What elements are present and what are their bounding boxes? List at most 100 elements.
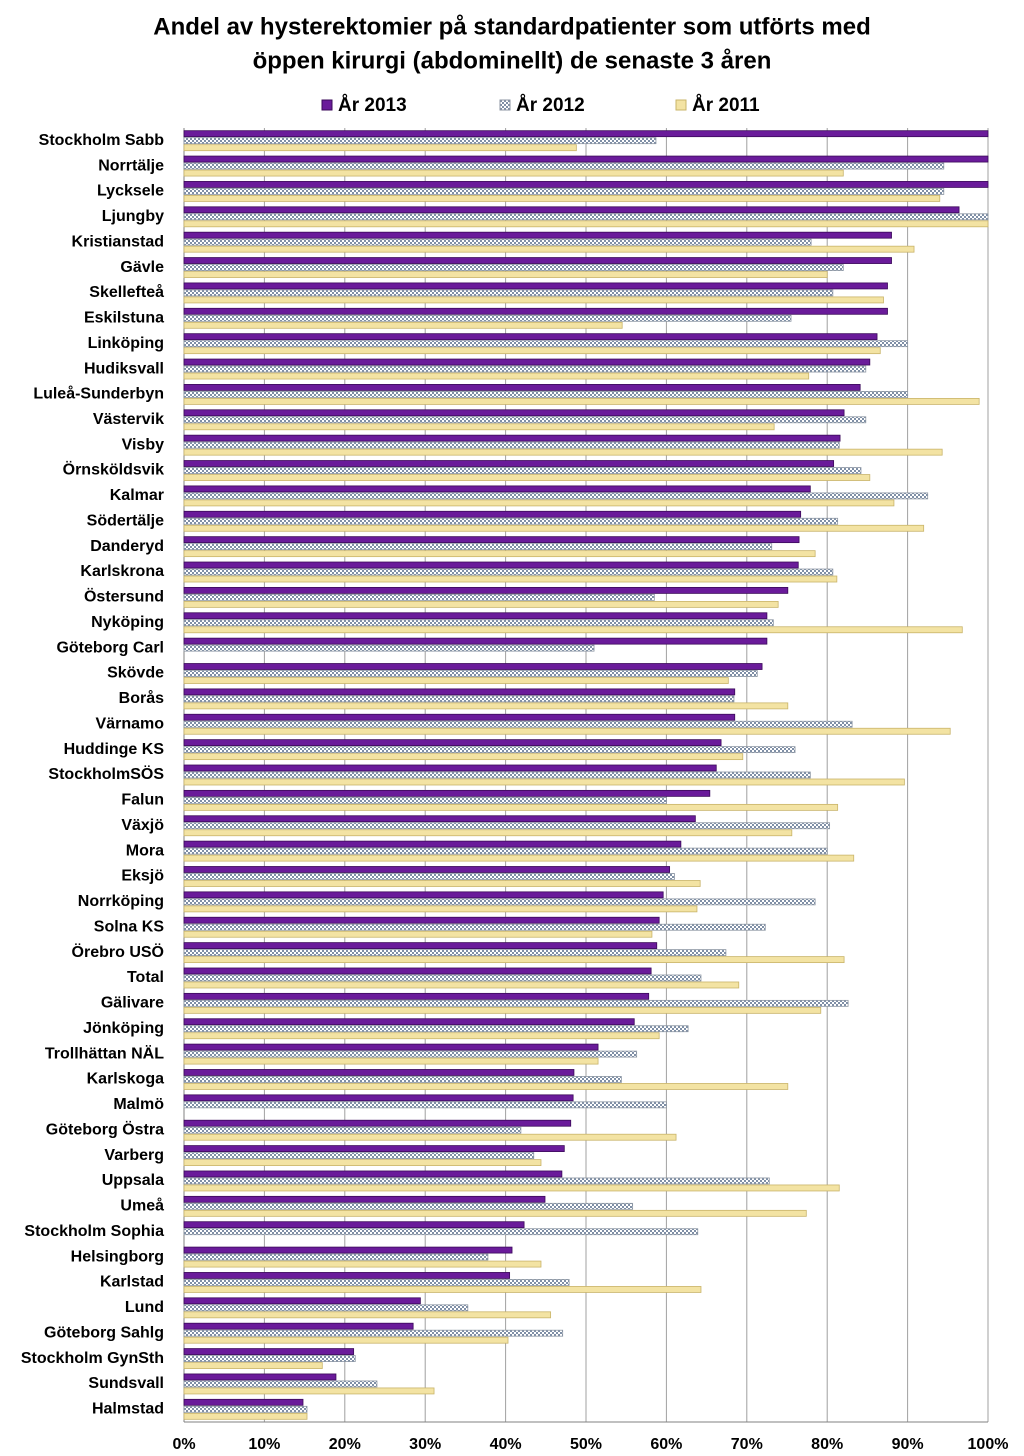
bar bbox=[183, 753, 744, 761]
y-tick-label: Göteborg Östra bbox=[46, 1119, 164, 1138]
y-tick-label: Hudiksvall bbox=[84, 360, 164, 377]
bar bbox=[183, 296, 884, 304]
bar bbox=[183, 169, 844, 177]
bar bbox=[183, 391, 908, 398]
y-tick-label: Skövde bbox=[107, 665, 164, 682]
bar bbox=[183, 340, 908, 348]
bar bbox=[183, 1362, 323, 1369]
bar bbox=[183, 688, 736, 696]
bar bbox=[183, 999, 849, 1007]
x-tick-label: 40% bbox=[490, 1436, 522, 1453]
y-tick-label: Visby bbox=[122, 436, 165, 453]
bar bbox=[183, 619, 774, 627]
y-tick-label: Göteborg Sahlg bbox=[44, 1324, 164, 1341]
y-tick-label: Värnamo bbox=[96, 715, 165, 732]
bar bbox=[183, 1311, 552, 1319]
bar bbox=[183, 238, 812, 246]
x-tick-label: 100% bbox=[968, 1436, 1009, 1453]
y-tick-label: Linköping bbox=[88, 335, 164, 352]
bar bbox=[183, 1101, 667, 1109]
bar bbox=[183, 1145, 565, 1152]
bar bbox=[183, 1057, 599, 1065]
bar bbox=[183, 1119, 572, 1127]
bar bbox=[183, 713, 736, 721]
x-tick-label: 80% bbox=[811, 1436, 843, 1453]
y-tick-label: Total bbox=[127, 969, 164, 986]
chart-subtitle: öppen kirurgi (abdominellt) de senaste 3… bbox=[253, 47, 772, 74]
bar bbox=[183, 593, 655, 601]
bar bbox=[183, 898, 816, 906]
bar bbox=[183, 1025, 689, 1033]
bar bbox=[183, 771, 811, 779]
y-tick-label: Huddinge KS bbox=[64, 741, 165, 758]
y-tick-label: Jönköping bbox=[83, 1020, 164, 1037]
bar bbox=[183, 365, 867, 373]
bar bbox=[183, 702, 789, 710]
bar bbox=[183, 467, 862, 474]
legend-label: År 2012 bbox=[516, 95, 585, 116]
bar bbox=[183, 434, 841, 442]
bar bbox=[183, 1387, 435, 1395]
bar bbox=[183, 764, 717, 772]
y-tick-label: Eskilstuna bbox=[84, 310, 164, 327]
bar bbox=[183, 347, 881, 355]
y-tick-label: Mora bbox=[126, 842, 164, 859]
x-tick-label: 10% bbox=[248, 1436, 280, 1453]
y-tick-label: Östersund bbox=[84, 587, 164, 606]
legend-label: År 2013 bbox=[338, 95, 407, 116]
bar bbox=[183, 956, 845, 964]
y-tick-label: Luleå-Sunderbyn bbox=[33, 385, 164, 403]
y-tick-label: Varberg bbox=[104, 1147, 164, 1164]
bar bbox=[183, 796, 667, 804]
y-tick-label: Malmö bbox=[113, 1096, 164, 1113]
bar bbox=[183, 1202, 634, 1210]
bar bbox=[183, 854, 855, 862]
bar bbox=[183, 333, 878, 341]
bar bbox=[183, 992, 650, 1000]
y-tick-label: Kalmar bbox=[110, 487, 164, 504]
bar bbox=[183, 1050, 638, 1058]
bar bbox=[183, 586, 789, 594]
bar bbox=[183, 181, 989, 188]
bar bbox=[183, 257, 892, 264]
y-tick-label: Uppsala bbox=[102, 1172, 164, 1189]
y-tick-label: Lycksele bbox=[97, 183, 164, 200]
bar bbox=[183, 1006, 822, 1014]
bar bbox=[183, 1336, 509, 1344]
bar bbox=[183, 314, 792, 322]
y-tick-label: Göteborg Carl bbox=[56, 639, 164, 656]
bar bbox=[183, 441, 840, 449]
bar bbox=[183, 524, 925, 532]
y-tick-label: Danderyd bbox=[90, 538, 164, 555]
bar bbox=[183, 245, 915, 253]
bar bbox=[183, 474, 871, 481]
bar bbox=[183, 1094, 574, 1102]
y-tick-label: Nyköping bbox=[91, 614, 164, 631]
y-tick-label: Norrköping bbox=[78, 893, 164, 910]
bar bbox=[183, 930, 653, 938]
bar bbox=[183, 1083, 789, 1090]
bar bbox=[183, 1398, 304, 1406]
legend-marker bbox=[321, 99, 333, 111]
bar bbox=[183, 536, 800, 544]
y-tick-label: Karlstad bbox=[100, 1274, 164, 1291]
bar bbox=[183, 321, 623, 329]
y-tick-label: Skellefteå bbox=[89, 283, 164, 301]
bar bbox=[183, 1184, 840, 1192]
y-tick-label: Stockholm Sophia bbox=[24, 1223, 164, 1240]
bar bbox=[183, 358, 871, 366]
bar bbox=[183, 663, 763, 670]
bar bbox=[183, 1304, 469, 1312]
bar bbox=[183, 1195, 546, 1203]
bar bbox=[183, 130, 989, 138]
x-tick-label: 60% bbox=[650, 1436, 682, 1453]
bar bbox=[183, 448, 943, 456]
y-tick-label: Ljungby bbox=[102, 208, 164, 225]
bar bbox=[183, 575, 838, 583]
bar bbox=[183, 206, 960, 214]
y-tick-label: Karlskoga bbox=[87, 1071, 164, 1088]
bar bbox=[183, 282, 888, 290]
y-tick-label: Eksjö bbox=[121, 868, 164, 885]
bar bbox=[183, 739, 722, 747]
